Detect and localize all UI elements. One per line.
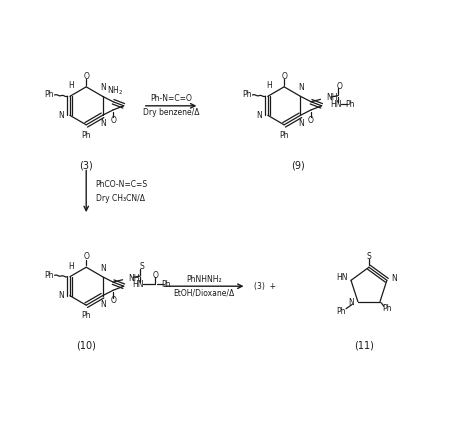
Text: NH$_2$: NH$_2$: [108, 85, 124, 97]
Text: HN: HN: [132, 280, 144, 289]
Text: Ph: Ph: [82, 131, 91, 140]
Text: Dry benzene/Δ: Dry benzene/Δ: [143, 108, 199, 117]
Text: N: N: [348, 298, 354, 307]
Text: NH: NH: [128, 274, 140, 283]
Text: O: O: [110, 116, 116, 125]
Text: N: N: [100, 264, 106, 273]
Text: (11): (11): [354, 341, 374, 350]
Text: Ph: Ph: [383, 304, 392, 313]
Text: O: O: [153, 270, 158, 280]
Text: (3)  +: (3) +: [254, 282, 276, 291]
Text: NH: NH: [326, 93, 337, 102]
Text: O: O: [308, 116, 314, 125]
Text: S: S: [366, 252, 371, 261]
Text: N: N: [58, 111, 64, 120]
Text: N: N: [58, 291, 64, 300]
Text: PhCO-N=C=S: PhCO-N=C=S: [96, 180, 148, 189]
Text: S: S: [139, 262, 144, 271]
Text: H: H: [68, 262, 74, 271]
Text: (3): (3): [79, 160, 93, 170]
Text: H: H: [266, 81, 272, 90]
Text: EtOH/Dioxane/Δ: EtOH/Dioxane/Δ: [173, 289, 235, 298]
Text: Ph: Ph: [346, 100, 355, 109]
Text: Ph: Ph: [82, 311, 91, 320]
Text: N: N: [299, 120, 304, 129]
Text: O: O: [337, 82, 342, 91]
Text: O: O: [83, 252, 89, 261]
Text: N: N: [100, 83, 106, 92]
Text: N: N: [256, 111, 262, 120]
Text: (9): (9): [292, 160, 305, 170]
Text: PhNHNH₂: PhNHNH₂: [186, 275, 222, 283]
Text: N: N: [100, 120, 106, 129]
Text: Ph: Ph: [44, 90, 54, 99]
Text: Ph: Ph: [162, 280, 171, 289]
Text: O: O: [281, 72, 287, 81]
Text: Ph: Ph: [44, 271, 54, 280]
Text: HN: HN: [330, 100, 342, 109]
Text: Ph: Ph: [279, 131, 289, 140]
Text: Ph: Ph: [242, 90, 251, 99]
Text: HN: HN: [336, 273, 347, 283]
Text: Dry CH₃CN/Δ: Dry CH₃CN/Δ: [96, 194, 145, 203]
Text: N: N: [299, 83, 304, 92]
Text: N: N: [100, 300, 106, 309]
Text: O: O: [83, 72, 89, 81]
Text: H: H: [68, 81, 74, 90]
Text: (10): (10): [76, 341, 96, 350]
Text: Ph: Ph: [337, 307, 346, 316]
Text: N: N: [391, 274, 397, 283]
Text: O: O: [110, 296, 116, 305]
Text: Ph-N=C=O: Ph-N=C=O: [150, 94, 192, 103]
